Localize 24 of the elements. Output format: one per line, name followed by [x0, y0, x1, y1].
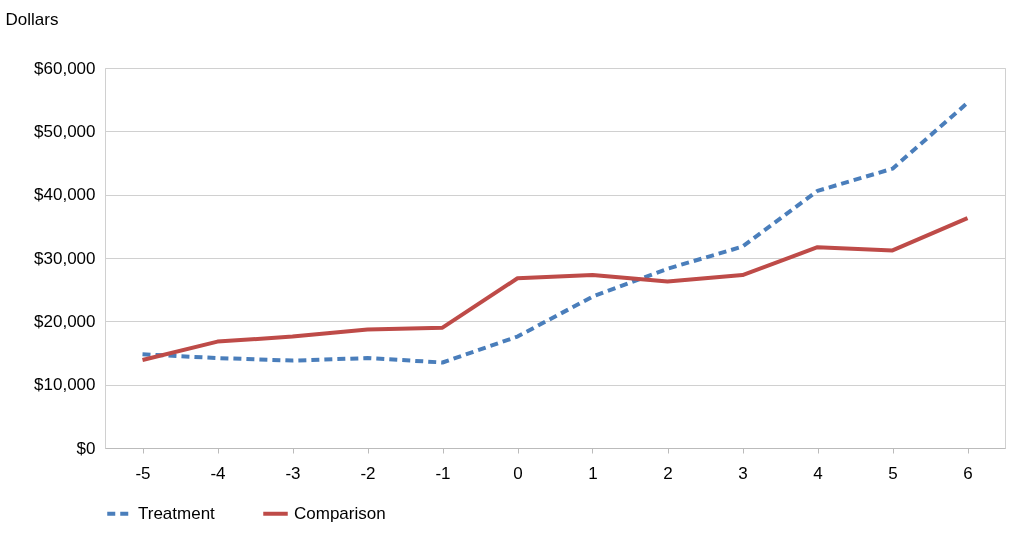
y-tick-label: $40,000 [34, 185, 96, 205]
y-tick-label: $50,000 [34, 121, 96, 141]
x-tick-label: -3 [285, 463, 301, 483]
line-series [140, 216, 970, 362]
legend-label: Treatment [138, 503, 216, 523]
y-axis-title: Dollars [5, 9, 59, 29]
x-tick-label: 5 [888, 463, 898, 483]
y-tick-label: $10,000 [34, 375, 96, 395]
x-tick-label: 1 [588, 463, 598, 483]
y-tick-label: $60,000 [34, 58, 96, 78]
x-tick-label: 3 [738, 463, 748, 483]
legend-label: Comparison [294, 503, 386, 523]
x-tick-label: -4 [210, 463, 226, 483]
y-tick-label: $30,000 [34, 248, 96, 268]
y-tick-label: $20,000 [34, 311, 96, 331]
y-tick-label: $0 [76, 438, 96, 458]
x-tick-label: -2 [360, 463, 376, 483]
x-tick-label: 0 [513, 463, 523, 483]
line-series [140, 100, 970, 365]
x-tick-label: 4 [813, 463, 823, 483]
x-tick-label: -1 [435, 463, 451, 483]
x-tick-label: 2 [663, 463, 673, 483]
x-tick-label: 6 [963, 463, 973, 483]
x-tick-label: -5 [135, 463, 151, 483]
